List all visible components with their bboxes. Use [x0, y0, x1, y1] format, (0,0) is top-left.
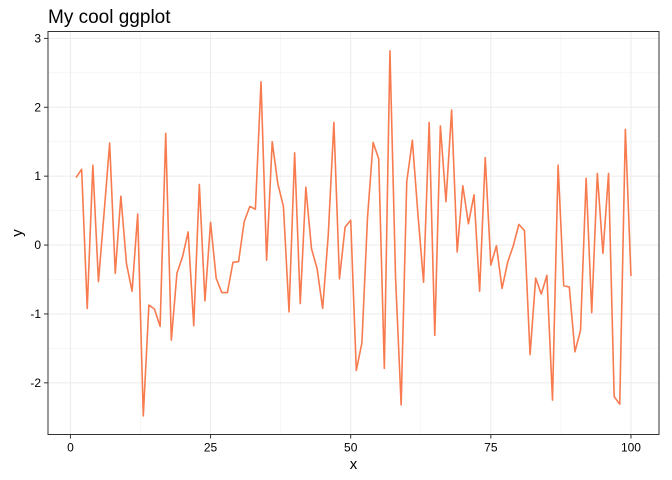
x-tick-label: 75	[484, 441, 498, 455]
axis-ticks: 0 25 50 75 100 -2 -1 0 1 2 3	[30, 31, 641, 454]
x-axis-title: x	[350, 456, 358, 473]
y-tick-label: -2	[30, 376, 41, 390]
y-tick-label: 1	[34, 169, 41, 183]
y-tick-label: 0	[34, 238, 41, 252]
y-tick-label: 2	[34, 100, 41, 114]
x-tick-label: 50	[344, 441, 358, 455]
series-line	[75, 49, 632, 417]
x-tick-label: 25	[204, 441, 218, 455]
x-tick-label: 100	[621, 441, 641, 455]
chart-title: My cool ggplot	[48, 7, 171, 28]
plot-panel-border	[47, 31, 660, 435]
y-axis-title: y	[9, 229, 26, 237]
y-tick-label: 3	[34, 31, 41, 45]
y-tick-label: -1	[30, 307, 41, 321]
grid	[48, 31, 659, 435]
x-tick-label: 0	[67, 441, 74, 455]
